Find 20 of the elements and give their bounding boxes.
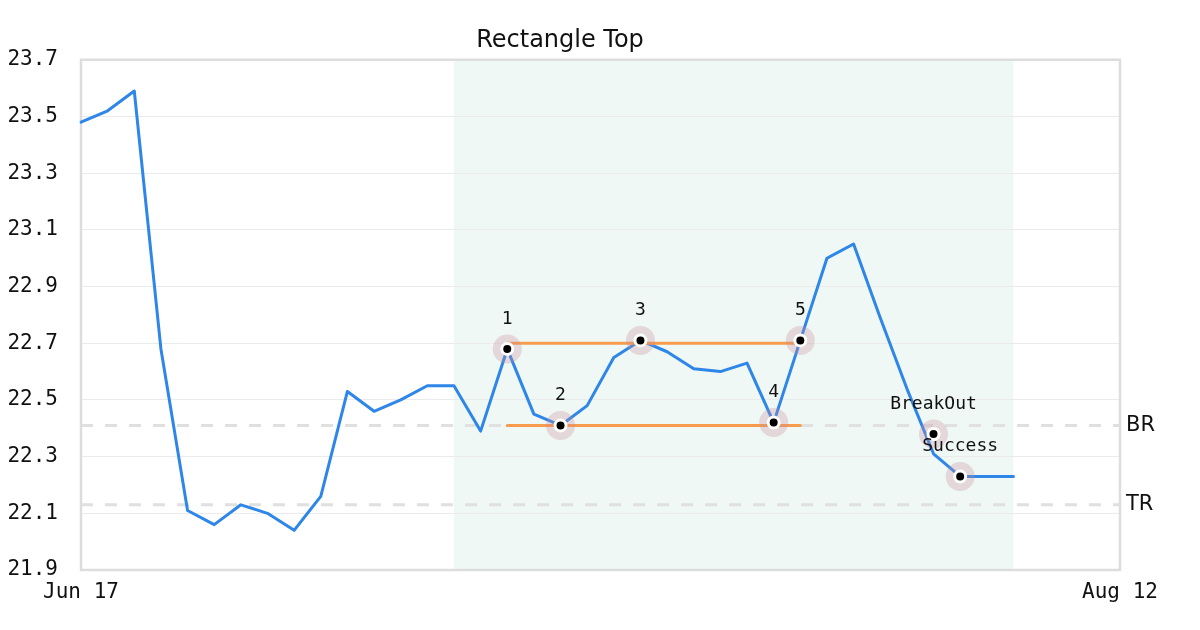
annotation: 3 (635, 298, 646, 320)
y-tick-label: 22.1 (7, 499, 58, 524)
annotation: 1 (501, 306, 513, 328)
x-tick-label: Aug 12 (1082, 579, 1158, 604)
y-tick-label: 23.1 (7, 216, 58, 241)
y-tick-label: 22.3 (7, 443, 58, 468)
annotation: 2 (555, 383, 566, 405)
x-tick-label: Jun 17 (43, 579, 119, 604)
y-tick-label: 23.5 (7, 102, 58, 127)
y-tick-label: 22.5 (7, 386, 58, 411)
annotation: 5 (794, 298, 806, 320)
ref-line-label: BR (1126, 411, 1155, 436)
y-tick-label: 23.3 (7, 159, 58, 184)
y-tick-label: 22.7 (7, 329, 58, 354)
annotation: 4 (768, 380, 780, 402)
y-tick-label: 23.7 (7, 46, 58, 71)
ref-line-label: TR (1125, 491, 1154, 516)
chart-title: Rectangle Top (476, 24, 644, 53)
y-tick-label: 22.9 (7, 273, 58, 298)
y-tick-label: 21.9 (7, 556, 58, 581)
